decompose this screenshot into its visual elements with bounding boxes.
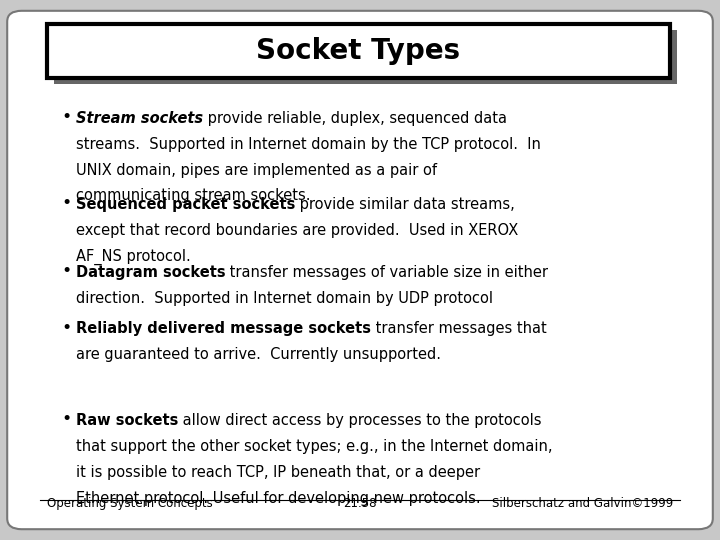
Text: are guaranteed to arrive.  Currently unsupported.: are guaranteed to arrive. Currently unsu… (76, 347, 441, 362)
Text: Stream sockets: Stream sockets (76, 111, 203, 126)
Text: 21.58: 21.58 (343, 497, 377, 510)
Text: allow direct access by processes to the protocols: allow direct access by processes to the … (178, 413, 541, 428)
Text: •: • (61, 262, 71, 280)
Text: Ethernet protocol. Useful for developing new protocols.: Ethernet protocol. Useful for developing… (76, 491, 480, 506)
Text: •: • (61, 410, 71, 428)
Text: Reliably delivered message sockets: Reliably delivered message sockets (76, 321, 371, 336)
Text: Socket Types: Socket Types (256, 37, 461, 65)
Text: Silberschatz and Galvin©1999: Silberschatz and Galvin©1999 (492, 497, 673, 510)
Text: UNIX domain, pipes are implemented as a pair of: UNIX domain, pipes are implemented as a … (76, 163, 436, 178)
Text: •: • (61, 108, 71, 126)
Text: •: • (61, 319, 71, 336)
Text: Sequenced packet sockets: Sequenced packet sockets (76, 197, 295, 212)
Text: Operating System Concepts: Operating System Concepts (47, 497, 212, 510)
Text: •: • (61, 194, 71, 212)
Text: provide similar data streams,: provide similar data streams, (295, 197, 515, 212)
Text: AF_NS protocol.: AF_NS protocol. (76, 249, 190, 265)
Text: transfer messages of variable size in either: transfer messages of variable size in ei… (225, 265, 548, 280)
Text: direction.  Supported in Internet domain by UDP protocol: direction. Supported in Internet domain … (76, 291, 492, 306)
Text: Datagram sockets: Datagram sockets (76, 265, 225, 280)
Text: it is possible to reach TCP, IP beneath that, or a deeper: it is possible to reach TCP, IP beneath … (76, 465, 480, 480)
Text: except that record boundaries are provided.  Used in XEROX: except that record boundaries are provid… (76, 223, 518, 238)
Text: communicating stream sockets.: communicating stream sockets. (76, 188, 310, 204)
Text: transfer messages that: transfer messages that (371, 321, 546, 336)
Text: Raw sockets: Raw sockets (76, 413, 178, 428)
Text: provide reliable, duplex, sequenced data: provide reliable, duplex, sequenced data (203, 111, 507, 126)
Text: that support the other socket types; e.g., in the Internet domain,: that support the other socket types; e.g… (76, 439, 552, 454)
Text: streams.  Supported in Internet domain by the TCP protocol.  In: streams. Supported in Internet domain by… (76, 137, 541, 152)
